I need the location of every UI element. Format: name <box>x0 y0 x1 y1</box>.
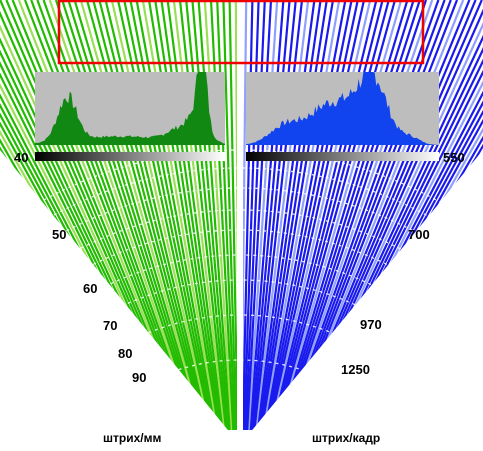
left-fan-line <box>79 0 205 431</box>
left-fan-line <box>197 0 232 431</box>
right-fan-line <box>251 0 297 431</box>
right-fan-line <box>247 0 279 431</box>
left-fan-line <box>54 0 199 431</box>
left-fan-line <box>92 0 207 431</box>
right-fan-line <box>248 0 285 431</box>
left-fan-line <box>154 0 222 431</box>
left-fan-line <box>98 0 209 431</box>
right-fan-line <box>259 0 328 431</box>
histogram-left <box>35 72 225 145</box>
left-fan-line <box>67 0 202 431</box>
right-fan-line <box>279 0 415 431</box>
right-fan-line <box>270 0 378 431</box>
center-divider <box>237 0 243 451</box>
unit-label-left: штрих/мм <box>103 431 162 445</box>
right-fan-line <box>269 0 372 431</box>
right-label-970: 970 <box>360 317 382 332</box>
right-fan-line <box>282 0 428 431</box>
left-fan-line <box>110 0 212 431</box>
scale-start-left: 40 <box>14 150 29 165</box>
selection-rectangle <box>57 0 425 65</box>
left-label-90: 90 <box>132 370 147 385</box>
right-fan-line <box>256 0 316 431</box>
left-fan-line <box>203 0 233 431</box>
gradient-bar-right <box>246 152 439 161</box>
right-fan-line <box>246 0 273 431</box>
right-fan-line <box>241 0 254 431</box>
right-fan-line <box>250 0 291 431</box>
left-fan-line <box>228 0 239 431</box>
left-fan-line <box>178 0 228 431</box>
right-fan-line <box>277 0 409 431</box>
histogram-right-area <box>246 72 439 145</box>
left-fan-line <box>160 0 223 431</box>
left-fan-line <box>209 0 235 431</box>
right-fan-line <box>257 0 322 431</box>
left-fan-line <box>222 0 238 431</box>
left-label-80: 80 <box>118 346 133 361</box>
left-fan-line <box>185 0 229 431</box>
left-label-60: 60 <box>83 281 98 296</box>
right-fan-line <box>260 0 335 431</box>
right-fan-line <box>253 0 304 431</box>
left-fan-line <box>116 0 213 431</box>
left-fan-line <box>104 0 210 431</box>
right-fan-line <box>243 0 260 431</box>
histogram-left-area <box>35 72 225 145</box>
right-fan-line <box>274 0 397 431</box>
right-fan-line <box>254 0 310 431</box>
right-fan-line <box>283 0 434 431</box>
left-fan-line <box>123 0 215 431</box>
left-label-50: 50 <box>52 227 67 242</box>
right-fan-line <box>263 0 347 431</box>
left-label-70: 70 <box>103 318 118 333</box>
left-fan-line <box>61 0 200 431</box>
right-fan-line <box>280 0 421 431</box>
left-fan-line <box>166 0 225 431</box>
right-label-700: 700 <box>408 227 430 242</box>
right-fan-line <box>244 0 266 431</box>
right-fan-line <box>267 0 366 431</box>
left-fan-line <box>85 0 206 431</box>
left-fan-line <box>129 0 216 431</box>
unit-label-right: штрих/кадр <box>312 431 381 445</box>
fan-mask-left <box>0 150 236 451</box>
left-fan-line <box>135 0 218 431</box>
fan-mask-right <box>244 150 483 451</box>
left-fan-line <box>191 0 231 431</box>
left-fan-line <box>73 0 203 431</box>
scale-start-right: 550 <box>443 150 465 165</box>
right-label-1250: 1250 <box>341 362 370 377</box>
histogram-right <box>246 72 439 145</box>
left-fan-line <box>147 0 220 431</box>
left-fan-line <box>172 0 226 431</box>
left-fan-line <box>48 0 197 431</box>
gradient-bar-left <box>35 152 225 161</box>
right-fan-line <box>273 0 390 431</box>
right-fan-line <box>266 0 359 431</box>
right-fan-line <box>272 0 384 431</box>
right-fan-line <box>264 0 353 431</box>
left-fan-line <box>216 0 236 431</box>
right-fan-line <box>276 0 403 431</box>
